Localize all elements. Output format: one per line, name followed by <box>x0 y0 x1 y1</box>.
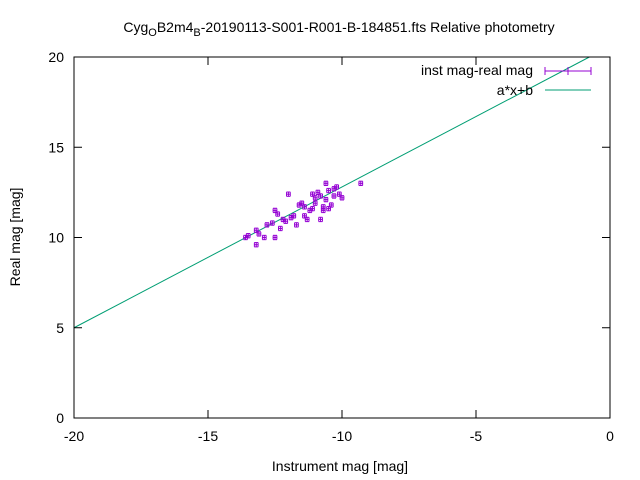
chart-title-part: B <box>193 27 200 39</box>
plot-frame <box>73 56 611 419</box>
data-point <box>253 227 259 233</box>
data-points-series <box>243 180 364 248</box>
legend-label-points: inst mag-real mag <box>421 62 533 78</box>
data-point <box>310 205 315 212</box>
data-point <box>277 225 283 232</box>
data-point <box>323 196 329 203</box>
y-tick-label: 15 <box>48 139 64 155</box>
data-point <box>312 200 318 206</box>
data-point <box>323 180 329 187</box>
legend: inst mag-real mag a*x+b <box>421 62 592 98</box>
data-point <box>253 242 259 248</box>
x-tick-label: -15 <box>198 428 218 444</box>
data-point <box>339 195 345 201</box>
data-point <box>326 187 331 194</box>
data-point <box>286 191 291 197</box>
data-point <box>331 193 337 199</box>
data-point <box>320 207 326 214</box>
y-tick-label: 5 <box>56 320 64 336</box>
data-point <box>283 218 289 224</box>
x-tick-label: 0 <box>606 428 614 444</box>
data-point <box>312 195 318 201</box>
x-tick-label: -10 <box>332 428 352 444</box>
data-point <box>318 216 323 223</box>
chart-title: CygOB2m4B-20190113-S001-R001-B-184851.ft… <box>123 19 554 39</box>
chart-title-part: O <box>148 27 157 39</box>
y-tick-label: 0 <box>56 410 64 426</box>
x-axis-label: Instrument mag [mag] <box>272 458 408 474</box>
data-point <box>318 193 323 199</box>
data-point <box>294 222 299 228</box>
data-point <box>272 234 278 241</box>
fit-line-series <box>73 56 590 329</box>
chart-title-part: Cyg <box>123 19 148 35</box>
y-tick-label: 10 <box>48 230 64 246</box>
data-point <box>264 222 270 228</box>
x-tick-label: -5 <box>470 428 483 444</box>
data-point <box>310 191 315 197</box>
legend-sample-points <box>544 67 592 75</box>
y-tick-label: 20 <box>48 49 64 65</box>
legend-label-fit: a*x+b <box>497 82 533 98</box>
data-point <box>304 216 310 223</box>
x-axis: -20 -15 -10 -5 0 <box>64 57 614 444</box>
x-tick-label: -20 <box>64 428 84 444</box>
data-point <box>261 234 267 241</box>
data-point <box>358 180 364 187</box>
data-point <box>291 213 297 219</box>
y-axis: 0 5 10 15 20 <box>48 49 610 426</box>
data-point <box>326 205 331 212</box>
data-point <box>302 204 307 210</box>
chart-title-part: B2m4 <box>157 19 194 35</box>
data-point <box>245 233 251 239</box>
data-point <box>328 202 334 208</box>
fit-line <box>73 56 590 329</box>
data-point <box>256 231 262 237</box>
y-axis-label: Real mag [mag] <box>7 188 23 287</box>
data-point <box>275 211 281 217</box>
data-point <box>269 220 275 226</box>
chart-title-part: -20190113-S001-R001-B-184851.fts Relativ… <box>201 19 555 35</box>
data-point <box>334 184 340 190</box>
